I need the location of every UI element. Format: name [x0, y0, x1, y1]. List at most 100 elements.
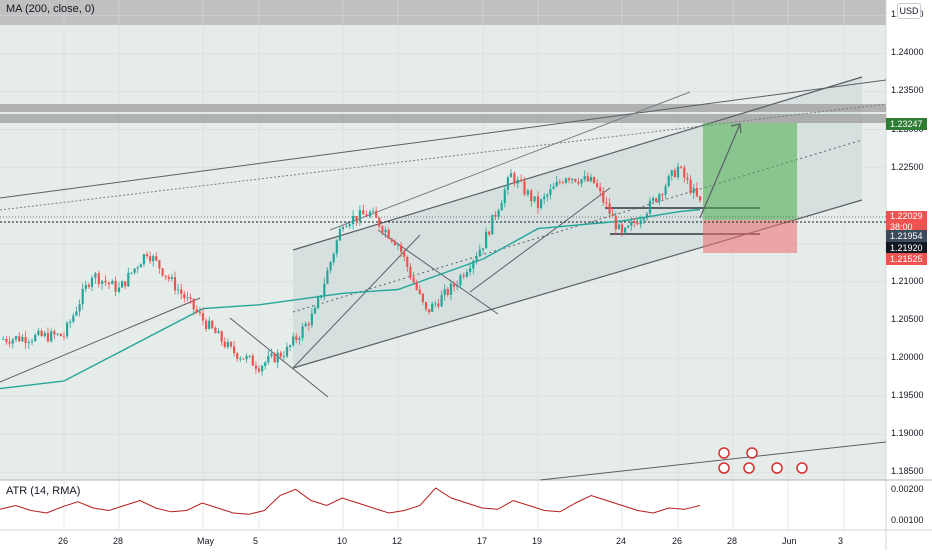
candle[interactable]	[81, 288, 84, 305]
candle[interactable]	[167, 276, 170, 279]
falling-line-1[interactable]	[229, 317, 329, 398]
candle[interactable]	[368, 211, 372, 217]
candle[interactable]	[667, 175, 670, 187]
candle[interactable]	[145, 254, 149, 257]
stop-zone[interactable]	[703, 220, 797, 253]
candle[interactable]	[509, 173, 513, 178]
candle[interactable]	[192, 298, 195, 310]
candle[interactable]	[84, 284, 87, 289]
candle[interactable]	[543, 196, 546, 200]
candle[interactable]	[503, 189, 506, 204]
candle[interactable]	[295, 336, 298, 340]
candle[interactable]	[516, 179, 519, 184]
candle[interactable]	[217, 331, 220, 334]
candle[interactable]	[326, 270, 329, 284]
candle[interactable]	[62, 336, 66, 337]
candle[interactable]	[462, 275, 465, 277]
candle[interactable]	[239, 358, 242, 360]
candle[interactable]	[27, 342, 30, 344]
candle[interactable]	[456, 285, 459, 287]
candle[interactable]	[158, 260, 161, 269]
candle[interactable]	[66, 322, 69, 337]
candle[interactable]	[133, 268, 136, 273]
candle[interactable]	[114, 280, 117, 292]
candle[interactable]	[94, 273, 97, 278]
candle[interactable]	[264, 362, 267, 366]
rising-line-2[interactable]	[469, 187, 611, 293]
candle[interactable]	[282, 356, 285, 358]
candle[interactable]	[431, 303, 434, 312]
candle[interactable]	[248, 355, 251, 357]
candle[interactable]	[142, 254, 145, 265]
candle[interactable]	[424, 302, 428, 310]
candle[interactable]	[475, 256, 478, 261]
candle[interactable]	[101, 280, 104, 285]
candle[interactable]	[345, 226, 348, 228]
candle[interactable]	[384, 229, 387, 233]
candle[interactable]	[658, 194, 661, 202]
candle[interactable]	[393, 241, 396, 246]
candle[interactable]	[400, 244, 403, 252]
candle[interactable]	[636, 223, 639, 225]
currency-button[interactable]: USD	[897, 3, 921, 19]
candle[interactable]	[220, 331, 223, 342]
candle[interactable]	[348, 224, 351, 227]
candle[interactable]	[661, 194, 664, 196]
candle[interactable]	[201, 313, 205, 321]
candle[interactable]	[549, 189, 552, 195]
candle[interactable]	[136, 267, 139, 269]
candle[interactable]	[664, 186, 667, 195]
candle[interactable]	[378, 217, 381, 227]
candle[interactable]	[523, 181, 526, 195]
candle[interactable]	[292, 336, 295, 346]
candle[interactable]	[440, 295, 443, 307]
candle[interactable]	[276, 352, 279, 363]
candle[interactable]	[329, 262, 332, 271]
indicator-label[interactable]: MA (200, close, 0)	[6, 3, 95, 15]
candle[interactable]	[692, 188, 695, 193]
candle[interactable]	[645, 213, 648, 219]
candle[interactable]	[497, 210, 500, 217]
event-icon[interactable]	[746, 447, 758, 459]
candle[interactable]	[396, 244, 400, 246]
candle[interactable]	[602, 191, 605, 203]
candle[interactable]	[530, 190, 533, 202]
candle[interactable]	[335, 240, 338, 254]
candle[interactable]	[491, 214, 494, 235]
candle[interactable]	[558, 181, 561, 183]
channel-upper-line[interactable]	[292, 76, 863, 251]
candle[interactable]	[267, 355, 270, 363]
candle[interactable]	[223, 341, 226, 347]
candle[interactable]	[301, 326, 304, 339]
candle[interactable]	[698, 196, 702, 201]
candle[interactable]	[555, 181, 558, 187]
candle[interactable]	[403, 251, 406, 257]
candle[interactable]	[226, 342, 229, 347]
candle[interactable]	[186, 297, 189, 299]
candle[interactable]	[627, 225, 630, 228]
candle[interactable]	[580, 179, 583, 184]
candle[interactable]	[8, 341, 11, 344]
candle[interactable]	[611, 213, 614, 216]
target-zone[interactable]	[703, 123, 797, 220]
candle[interactable]	[310, 313, 313, 326]
candle[interactable]	[421, 293, 424, 302]
candle[interactable]	[298, 338, 301, 340]
atr-line[interactable]	[0, 487, 701, 515]
candle[interactable]	[695, 188, 698, 197]
event-icon[interactable]	[743, 462, 755, 474]
candle[interactable]	[633, 221, 636, 223]
candle[interactable]	[552, 186, 555, 190]
candle[interactable]	[164, 275, 167, 277]
candle[interactable]	[208, 320, 211, 329]
candle[interactable]	[155, 256, 158, 261]
candle[interactable]	[387, 229, 390, 239]
candle[interactable]	[571, 178, 574, 181]
candle[interactable]	[211, 320, 214, 328]
candle[interactable]	[59, 333, 62, 337]
candle[interactable]	[608, 203, 611, 214]
candle[interactable]	[183, 293, 186, 299]
candle[interactable]	[478, 249, 481, 257]
candle[interactable]	[506, 177, 509, 190]
